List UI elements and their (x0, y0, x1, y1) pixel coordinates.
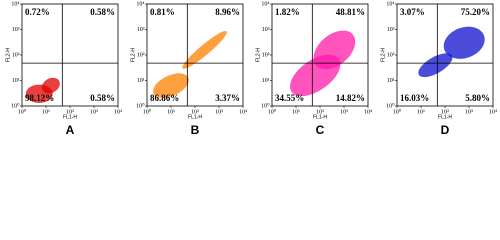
quadrant-percent: 14.82% (336, 93, 365, 103)
y-tick-label: 10⁴ (386, 1, 394, 7)
y-tick-label: 10² (137, 52, 145, 58)
x-tick-label: 10¹ (417, 109, 425, 115)
y-tick-label: 10³ (137, 27, 145, 33)
quadrant-percent: 16.03% (400, 93, 429, 103)
cell-cloud (41, 77, 60, 94)
quadrant-percent: 0.72% (25, 7, 50, 17)
quadrant-percent: 86.86% (150, 93, 179, 103)
x-axis-label: FL1-H (63, 114, 77, 120)
y-tick-label: 10² (12, 52, 20, 58)
x-tick-label: 10² (441, 109, 449, 115)
panel-label: A (66, 123, 75, 137)
quadrant-percent: 3.07% (400, 7, 425, 17)
y-tick-label: 10⁴ (11, 1, 19, 7)
quadrant-percent: 0.58% (90, 93, 115, 103)
x-tick-label: 10² (66, 109, 74, 115)
panel-label: C (316, 123, 325, 137)
cell-cloud (313, 30, 356, 70)
y-tick-label: 10³ (387, 27, 395, 33)
y-tick-label: 10¹ (137, 78, 145, 84)
x-tick-label: 10³ (340, 109, 348, 115)
x-tick-label: 10³ (465, 109, 473, 115)
x-tick-label: 10⁰ (143, 108, 152, 115)
x-tick-label: 10⁰ (393, 108, 402, 115)
quadrant-percent: 0.58% (90, 7, 115, 17)
quadrant-percent: 3.37% (215, 93, 240, 103)
x-axis-label: FL1-H (188, 114, 202, 120)
x-tick-label: 10⁴ (364, 109, 372, 115)
panel-label: B (191, 123, 200, 137)
y-axis-label: FL2-H (255, 48, 261, 62)
quadrant-percent: 34.55% (275, 93, 304, 103)
x-axis-label: FL1-H (313, 114, 327, 120)
y-tick-label: 10³ (12, 27, 20, 33)
quadrant-percent: 5.80% (465, 93, 490, 103)
y-tick-label: 10⁰ (386, 102, 395, 109)
x-tick-label: 10¹ (42, 109, 50, 115)
x-tick-label: 10⁰ (268, 108, 277, 115)
quadrant-percent: 0.81% (150, 7, 175, 17)
cell-cloud (153, 73, 189, 98)
x-tick-label: 10⁴ (489, 109, 497, 115)
y-axis-label: FL2-H (5, 48, 11, 62)
cell-cloud (443, 26, 485, 59)
y-tick-label: 10² (262, 52, 270, 58)
quadrant-percent: 75.20% (461, 7, 490, 17)
x-tick-label: 10¹ (292, 109, 300, 115)
x-tick-label: 10³ (90, 109, 98, 115)
y-tick-label: 10⁰ (11, 102, 20, 109)
y-axis-label: FL2-H (380, 48, 386, 62)
figure: 10⁰ 10¹ 10² 10³ 10⁴ 10⁰ 10¹ 10² 10³ 10⁴ FL1-H FL2-H… (5, 1, 497, 137)
y-tick-label: 10⁰ (136, 102, 145, 109)
y-axis-label: FL2-H (130, 48, 136, 62)
x-tick-label: 10⁰ (18, 108, 27, 115)
x-tick-label: 10⁴ (114, 109, 122, 115)
panel-label: D (441, 123, 450, 137)
quadrant-percent: 98.12% (25, 93, 54, 103)
x-axis-label: FL1-H (438, 114, 452, 120)
y-tick-label: 10² (387, 52, 395, 58)
x-tick-label: 10² (191, 109, 199, 115)
quadrant-percent: 8.96% (215, 7, 240, 17)
y-tick-label: 10¹ (387, 78, 395, 84)
y-tick-label: 10⁰ (261, 102, 270, 109)
cell-cloud (418, 53, 453, 78)
x-tick-label: 10² (316, 109, 324, 115)
y-tick-label: 10¹ (262, 78, 270, 84)
quadrant-percent: 1.82% (275, 7, 300, 17)
x-tick-label: 10¹ (167, 109, 175, 115)
x-tick-label: 10⁴ (239, 109, 247, 115)
cell-cloud (182, 30, 227, 69)
y-tick-label: 10⁴ (136, 1, 144, 7)
y-tick-label: 10¹ (12, 78, 20, 84)
quadrant-percent: 48.81% (336, 7, 365, 17)
y-tick-label: 10⁴ (261, 1, 269, 7)
x-tick-label: 10³ (215, 109, 223, 115)
y-tick-label: 10³ (262, 27, 270, 33)
